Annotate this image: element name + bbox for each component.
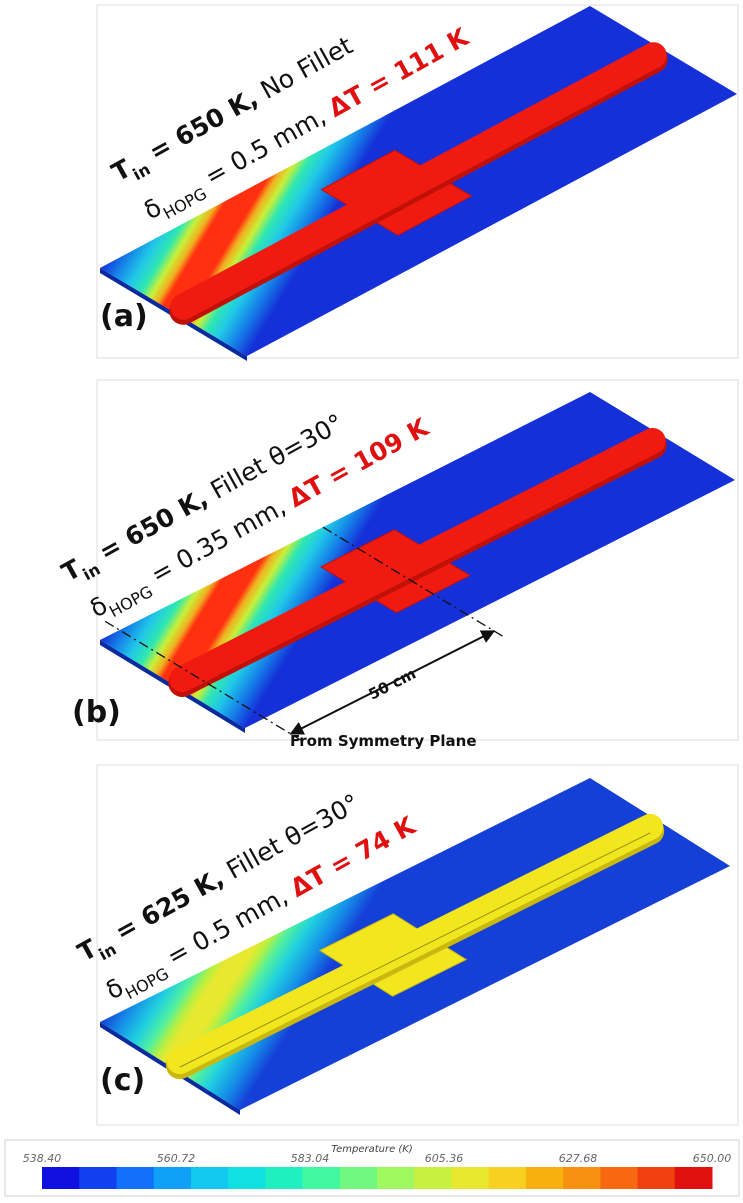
colorbar-cell (414, 1167, 452, 1189)
colorbar-tick-label: 538.40 (23, 1152, 62, 1165)
colorbar-cell (116, 1167, 154, 1189)
colorbar-title: Temperature (K) (331, 1144, 413, 1155)
colorbar-tick-label: 583.04 (291, 1152, 330, 1165)
panel-label: (b) (72, 695, 121, 730)
colorbar-cell (79, 1167, 117, 1189)
colorbar-cell (638, 1167, 676, 1189)
colorbar-tick-label: 627.68 (559, 1152, 598, 1165)
figure: Tin = 650 K, No FilletδHOPG = 0.5 mm, ΔT… (0, 0, 743, 1199)
colorbar-cell (526, 1167, 564, 1189)
colorbar-tick-label: 560.72 (157, 1152, 196, 1165)
page: {"panels": [ {"label": "(a)", "line1": {… (0, 0, 743, 1199)
colorbar-cell (228, 1167, 266, 1189)
colorbar-cell (377, 1167, 415, 1189)
panel: Tin = 625 K, Fillet θ=30°δHOPG = 0.5 mm,… (73, 765, 738, 1125)
colorbar-cell (563, 1167, 601, 1189)
panel-label: (c) (100, 1063, 145, 1098)
colorbar-cell (675, 1167, 713, 1189)
panel-label: (a) (100, 299, 148, 334)
colorbar-cell (265, 1167, 303, 1189)
colorbar-cell (154, 1167, 192, 1189)
reference-label: From Symmetry Plane (290, 732, 477, 750)
colorbar-cell (600, 1167, 638, 1189)
colorbar-cell (303, 1167, 341, 1189)
colorbar-tick-label: 650.00 (693, 1152, 732, 1165)
colorbar-cell (340, 1167, 378, 1189)
colorbar: Temperature (K) 538.40 560.72 583.04 605.36 6… (5, 1140, 739, 1196)
colorbar-cell (42, 1167, 80, 1189)
colorbar-cell (191, 1167, 229, 1189)
colorbar-cell (451, 1167, 489, 1189)
colorbar-cell (489, 1167, 527, 1189)
colorbar-tick-label: 605.36 (425, 1152, 464, 1165)
